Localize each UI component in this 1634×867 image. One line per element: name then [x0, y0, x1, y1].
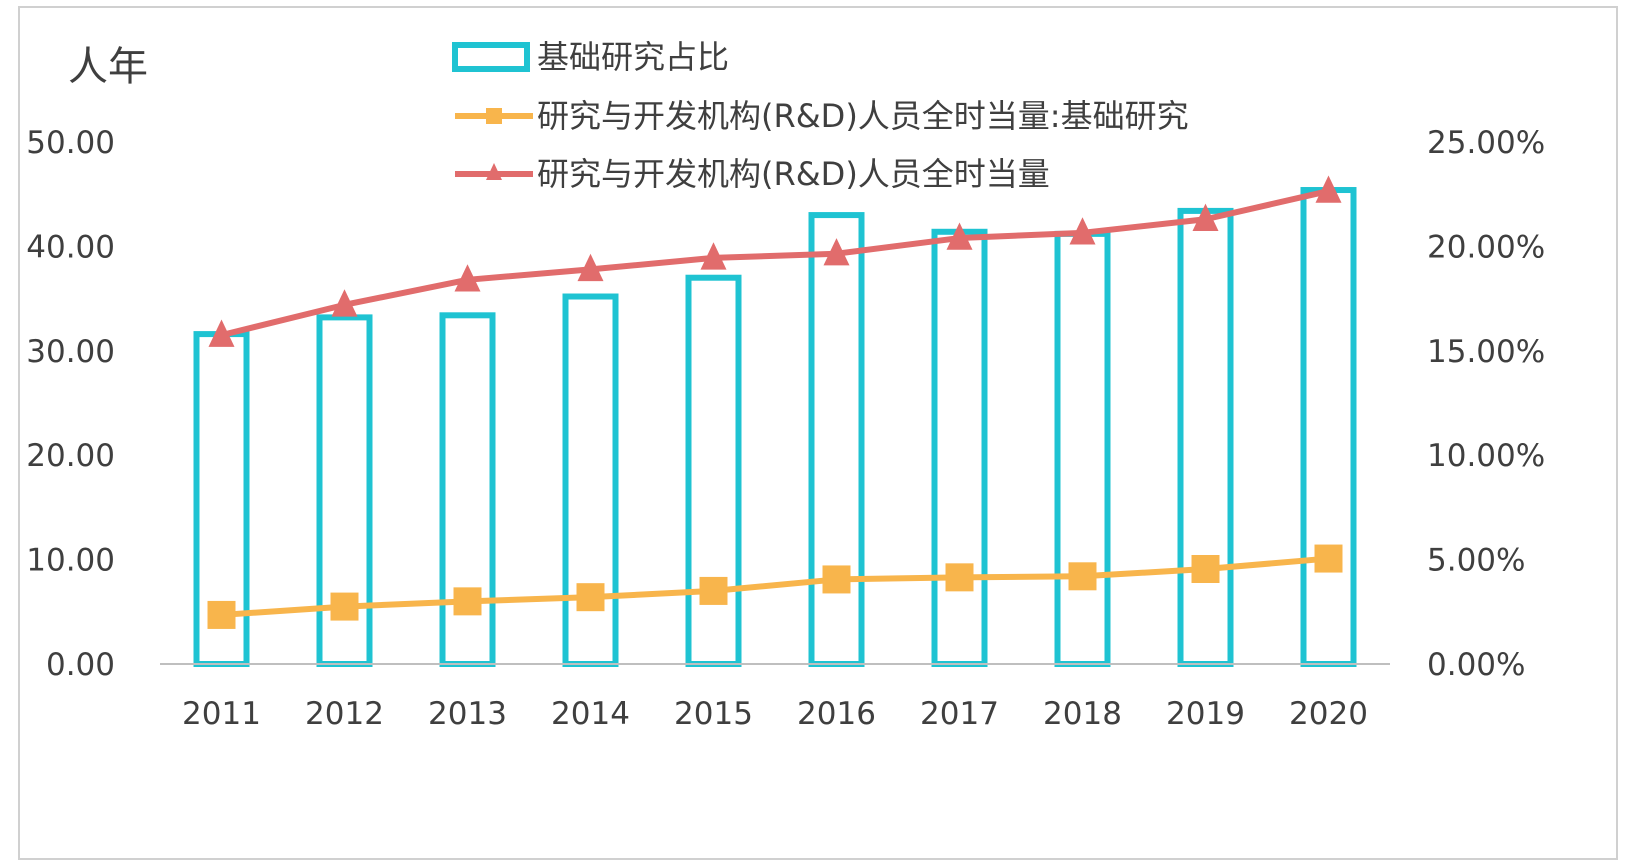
- y-left-tick-label: 0.00: [46, 647, 115, 683]
- line-series-2: [220, 188, 1330, 339]
- y-right-tick-label: 5.00%: [1427, 543, 1525, 579]
- bar-2016: [808, 212, 865, 668]
- legend-triangle-marker: [486, 163, 502, 180]
- triangle-marker-2017: [946, 222, 973, 250]
- x-tick-label: 2018: [1043, 696, 1122, 732]
- legend-square-marker: [486, 108, 502, 124]
- triangle-marker-2012: [331, 289, 358, 317]
- x-tick-label: 2011: [182, 696, 261, 732]
- triangle-marker-2018: [1069, 217, 1096, 245]
- square-marker-2018: [1068, 562, 1097, 591]
- bar-2017: [931, 228, 988, 667]
- triangle-marker-2011: [208, 319, 235, 347]
- y-left-tick-label: 50.00: [26, 125, 115, 161]
- legend-label: 研究与开发机构(R&D)人员全时当量: [537, 155, 1050, 193]
- y-right-tick-label: 25.00%: [1427, 125, 1545, 161]
- legend: 基础研究占比研究与开发机构(R&D)人员全时当量:基础研究研究与开发机构(R&D…: [452, 38, 1189, 193]
- legend-bar-swatch: [452, 42, 530, 72]
- triangle-marker-2015: [700, 242, 727, 270]
- square-marker-2016: [822, 565, 851, 594]
- legend-label: 研究与开发机构(R&D)人员全时当量:基础研究: [537, 97, 1189, 135]
- square-marker-2015: [699, 576, 728, 605]
- triangle-marker-2020: [1315, 175, 1342, 203]
- y-right-tick-label: 15.00%: [1427, 334, 1545, 370]
- triangle-marker-2013: [454, 264, 481, 292]
- y-right-tick-label: 20.00%: [1427, 229, 1545, 265]
- x-tick-label: 2017: [920, 696, 999, 732]
- y-left-tick-label: 10.00: [26, 543, 115, 579]
- bar-2020: [1300, 187, 1357, 668]
- triangle-marker-2014: [577, 253, 604, 282]
- bar-2015: [685, 274, 742, 667]
- square-marker-2013: [453, 587, 482, 616]
- square-marker-2020: [1314, 544, 1343, 573]
- bar-series: [193, 187, 1357, 668]
- x-tick-label: 2020: [1289, 696, 1368, 732]
- square-marker-2017: [945, 563, 974, 592]
- square-marker-2012: [330, 592, 359, 621]
- legend-label: 基础研究占比: [537, 38, 729, 76]
- bar-2019: [1177, 207, 1234, 668]
- x-ticks: 2011 2012 2013 2014 2015 2016 2017 2018 2019 2020: [182, 696, 1368, 732]
- triangle-marker-2019: [1192, 203, 1219, 231]
- x-tick-label: 2016: [797, 696, 876, 732]
- square-marker-2014: [576, 583, 605, 612]
- triangle-marker-2016: [823, 238, 850, 266]
- y-left-ticks: 0.00 10.00 20.00 30.00 40.00 50.00: [26, 125, 115, 683]
- x-tick-label: 2013: [428, 696, 507, 732]
- x-tick-label: 2019: [1166, 696, 1245, 732]
- y-left-tick-label: 40.00: [26, 229, 115, 265]
- y-left-tick-label: 30.00: [26, 334, 115, 370]
- y-right-tick-label: 0.00%: [1427, 647, 1525, 683]
- square-marker-2019: [1191, 554, 1220, 583]
- bar-2018: [1054, 230, 1111, 667]
- line-series-1: [221, 555, 1329, 618]
- square-marker-2011: [207, 600, 236, 629]
- x-tick-label: 2014: [551, 696, 630, 732]
- x-tick-label: 2012: [305, 696, 384, 732]
- y-right-ticks: 0.00% 5.00% 10.00% 15.00% 20.00% 25.00%: [1427, 125, 1545, 683]
- x-tick-label: 2015: [674, 696, 753, 732]
- y-right-tick-label: 10.00%: [1427, 438, 1545, 474]
- y-left-tick-label: 20.00: [26, 438, 115, 474]
- y-axis-unit-label: 人年: [68, 44, 148, 90]
- line-series: [207, 175, 1343, 629]
